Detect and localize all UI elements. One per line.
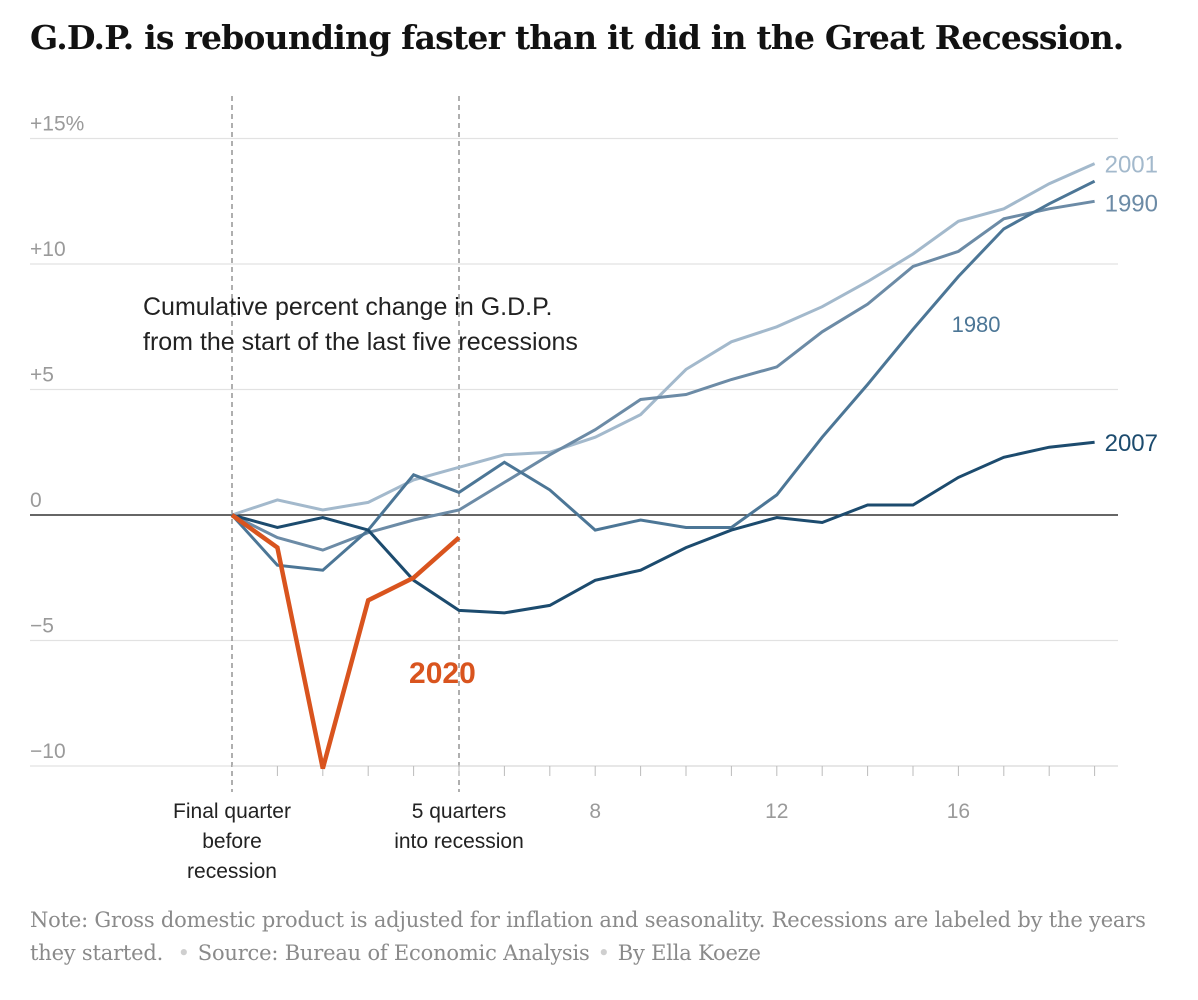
series-label-1980: 1980 (952, 312, 1001, 337)
series-line-1990 (231, 199, 1095, 552)
chart-note: Note: Gross domestic product is adjusted… (30, 904, 1170, 970)
series-label-2007: 2007 (1105, 430, 1158, 457)
series-label-1990: 1990 (1105, 190, 1158, 217)
byline-text: By Ella Koeze (617, 941, 761, 965)
series-line-2001 (231, 162, 1096, 517)
y-tick-label: +5 (30, 364, 54, 387)
x-tick-label-line: recession (187, 860, 277, 883)
line-chart: Final quarter before recession 5 quarters in… (30, 96, 1158, 883)
chart-annotation: Cumulative percent change in G.D.P. from… (143, 293, 578, 356)
x-tick-label-line: 8 (589, 800, 601, 823)
x-tick-label-line: 5 quarters (412, 800, 507, 823)
x-tick-label: Final quarter before recession (173, 800, 291, 883)
series-labels: 2001 1990 1980 2007 2020 (409, 152, 1158, 691)
series-label-2020: 2020 (409, 657, 476, 690)
chart-title: G.D.P. is rebounding faster than it did … (30, 18, 1124, 57)
separator-dot-icon: • (177, 941, 190, 965)
y-tick-label: 0 (30, 489, 42, 512)
x-tick-label: 12 (765, 800, 788, 823)
annotation-line-2: from the start of the last five recessio… (143, 328, 578, 356)
series-line-2007 (231, 440, 1095, 615)
note-text: Note: Gross domestic product is adjusted… (30, 908, 1146, 965)
x-tick-label-line: 12 (765, 800, 788, 823)
y-tick-label: −10 (30, 740, 66, 763)
x-tick-label-line: before (202, 830, 262, 853)
series-line-2020 (230, 513, 461, 770)
series-label-2001: 2001 (1105, 152, 1158, 179)
x-tick-label-line: Final quarter (173, 800, 291, 823)
y-tick-label: +15% (30, 113, 84, 136)
x-axis: Final quarter before recession 5 quarters in… (173, 765, 1118, 883)
source-text: Source: Bureau of Economic Analysis (197, 941, 590, 965)
x-tick-label: 5 quarters into recession (394, 800, 524, 853)
y-tick-label: −5 (30, 615, 54, 638)
series-lines (230, 162, 1096, 770)
series-line-1980 (230, 179, 1096, 572)
separator-dot-icon: • (597, 941, 610, 965)
x-tick-label: 8 (589, 800, 601, 823)
x-tick-label: 16 (947, 800, 970, 823)
x-tick-label-line: 16 (947, 800, 970, 823)
annotation-line-1: Cumulative percent change in G.D.P. (143, 293, 553, 321)
y-tick-label: +10 (30, 238, 66, 261)
x-tick-label-line: into recession (394, 830, 524, 853)
y-axis: +15% +10 +5 0 −5 −10 (30, 113, 84, 764)
